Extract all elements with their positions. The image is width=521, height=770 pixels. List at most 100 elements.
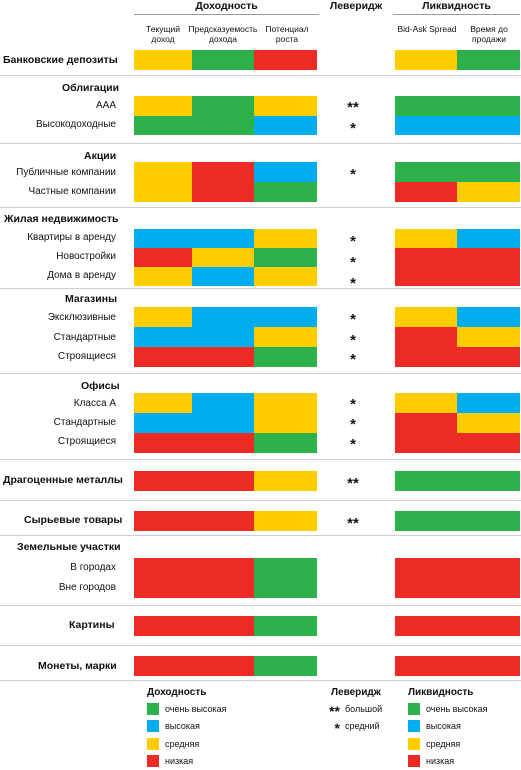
cell-green bbox=[192, 96, 254, 135]
cell-red bbox=[395, 656, 520, 676]
cell-blue bbox=[457, 307, 520, 327]
legend-level-low: низкая bbox=[426, 756, 455, 766]
sub-shops-standard: Стандартные bbox=[53, 332, 116, 343]
cat-commodities: Сырьевые товары bbox=[24, 514, 123, 526]
sub-land-outside: Вне городов bbox=[58, 582, 116, 593]
liquidity-group-title: Ликвидность bbox=[422, 0, 491, 12]
cell-yellow bbox=[192, 248, 254, 267]
legend-swatch-yellow bbox=[408, 738, 420, 750]
cell-yellow bbox=[254, 229, 317, 248]
col-current-income: Текущий доход bbox=[146, 24, 180, 44]
cell-red bbox=[134, 656, 254, 676]
cell-blue bbox=[192, 393, 254, 433]
cell-red bbox=[134, 616, 254, 636]
cell-red bbox=[134, 558, 254, 598]
separator bbox=[0, 459, 521, 460]
leverage-mark: * bbox=[350, 416, 356, 433]
cell-yellow bbox=[254, 511, 317, 531]
sub-shops-building: Строящиеся bbox=[57, 351, 116, 362]
cat-paintings: Картины bbox=[69, 619, 115, 631]
cell-red bbox=[192, 433, 254, 453]
legend-swatch-green bbox=[408, 703, 420, 715]
legend-level-very-high: очень высокая bbox=[165, 704, 227, 714]
leverage-mark: ** bbox=[347, 99, 359, 116]
legend-swatch-yellow bbox=[147, 738, 159, 750]
separator bbox=[0, 75, 521, 76]
legend-leverage-mid: средний bbox=[345, 721, 380, 731]
cell-blue bbox=[457, 229, 520, 248]
leverage-mark: * bbox=[350, 275, 356, 292]
legend-level-low: низкая bbox=[165, 756, 194, 766]
cell-yellow bbox=[134, 50, 192, 70]
cell-yellow bbox=[457, 182, 520, 202]
cell-yellow bbox=[134, 96, 192, 116]
legend-level-high: высокая bbox=[426, 721, 461, 731]
liquidity-group-rule bbox=[393, 14, 520, 15]
cell-blue bbox=[134, 327, 192, 347]
legend-swatch-green bbox=[147, 703, 159, 715]
separator bbox=[0, 288, 521, 289]
legend-level-medium: средняя bbox=[165, 739, 200, 749]
cell-yellow bbox=[254, 267, 317, 286]
leverage-mark: * bbox=[350, 396, 356, 413]
cat-residential: Жилая недвижимость bbox=[4, 213, 119, 225]
cell-blue bbox=[192, 229, 254, 248]
separator bbox=[0, 207, 521, 208]
cell-yellow bbox=[395, 393, 457, 413]
cell-green bbox=[395, 162, 520, 182]
separator bbox=[0, 535, 521, 536]
sub-public: Публичные компании bbox=[16, 167, 116, 178]
cell-red bbox=[395, 248, 520, 286]
separator bbox=[0, 143, 521, 144]
cell-yellow bbox=[395, 50, 457, 70]
leverage-mark: * bbox=[350, 233, 356, 250]
sub-shops-exclusive: Эксклюзивные bbox=[47, 312, 116, 323]
cell-yellow bbox=[254, 327, 317, 347]
cell-blue bbox=[254, 307, 317, 327]
cell-yellow bbox=[134, 393, 192, 413]
legend-level-very-high: очень высокая bbox=[426, 704, 488, 714]
legend-swatch-blue bbox=[147, 720, 159, 732]
cell-red bbox=[395, 327, 457, 347]
legend-liquidity-title: Ликвидность bbox=[408, 687, 474, 698]
cell-red bbox=[395, 413, 457, 453]
separator bbox=[0, 605, 521, 606]
sub-private: Частные компании bbox=[28, 186, 116, 197]
sub-offices-building: Строящиеся bbox=[57, 436, 116, 447]
cat-bonds: Облигации bbox=[62, 82, 120, 94]
cell-blue bbox=[254, 162, 317, 182]
cell-blue bbox=[254, 116, 317, 135]
col-growth: Потенциал роста bbox=[265, 24, 309, 44]
cell-yellow bbox=[254, 393, 317, 433]
leverage-mark: * bbox=[350, 311, 356, 328]
cell-blue bbox=[395, 116, 520, 135]
sub-high-yield: Высокодоходные bbox=[36, 119, 116, 130]
cell-green bbox=[254, 248, 317, 267]
cell-green bbox=[457, 50, 520, 70]
separator bbox=[0, 500, 521, 501]
sub-houses: Дома в аренду bbox=[47, 270, 116, 281]
cell-green bbox=[192, 50, 254, 70]
cat-precious-metals: Драгоценные металлы bbox=[3, 474, 123, 486]
cell-red bbox=[395, 558, 520, 598]
cell-green bbox=[254, 656, 317, 676]
cell-red bbox=[134, 511, 254, 531]
sub-newbuild: Новостройки bbox=[56, 251, 116, 262]
cell-red bbox=[192, 347, 254, 367]
cat-stocks: Акции bbox=[84, 150, 117, 162]
cat-shops: Магазины bbox=[65, 293, 118, 305]
legend-leverage-big: большой bbox=[345, 704, 383, 714]
cat-offices: Офисы bbox=[81, 380, 120, 392]
col-time-to-sell: Время до продажи bbox=[470, 24, 508, 44]
legend-leverage-mid-mark: * bbox=[334, 720, 340, 736]
leverage-mark: * bbox=[350, 120, 356, 137]
cell-yellow bbox=[254, 471, 317, 491]
legend-level-medium: средняя bbox=[426, 739, 461, 749]
legend-swatch-red bbox=[147, 755, 159, 767]
leverage-group-title: Леверидж bbox=[329, 0, 383, 12]
cat-coins-stamps: Монеты, марки bbox=[38, 660, 117, 672]
cell-blue bbox=[192, 267, 254, 286]
cell-red bbox=[134, 347, 192, 367]
legend-leverage-big-mark: ** bbox=[329, 703, 340, 719]
